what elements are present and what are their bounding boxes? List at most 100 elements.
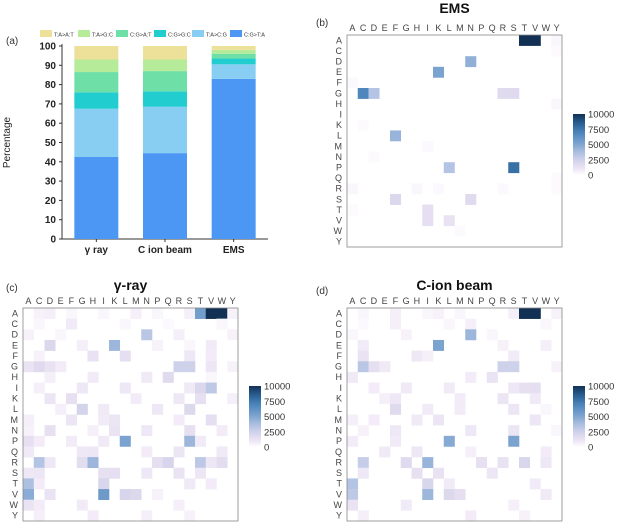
heatmap-cell-S-C xyxy=(33,467,45,479)
heatmap-cell-E-S xyxy=(184,339,196,351)
y-tick-label: N xyxy=(12,425,19,435)
heatmap-cell-A-P xyxy=(152,308,164,319)
heatmap-cell-K-E xyxy=(379,393,391,405)
panel-a-stacked-bar-chart: (a) 0 10 20 30 40 50 60 70 80 90 100 Percentage γ ray… xyxy=(2,30,268,256)
x-tick-label: A xyxy=(349,296,355,306)
bar-segment-t-a-g-c-ems xyxy=(211,49,256,54)
heatmap-cell-T-L xyxy=(443,478,455,490)
heatmap-cell-R-H xyxy=(411,183,423,195)
heatmap-cell-A-M xyxy=(454,308,466,319)
panel-label: (c) xyxy=(6,283,18,294)
x-tick-label: G xyxy=(403,296,410,306)
y-tick-label: W xyxy=(334,226,343,236)
heatmap-cell-S-I xyxy=(98,467,110,479)
heatmap-cell-G-R xyxy=(497,361,509,373)
y-tick-label: S xyxy=(336,468,342,478)
heatmap-cell-R-C xyxy=(33,457,45,469)
heatmap-cell-L-G xyxy=(76,403,88,415)
heatmap-cell-W-S xyxy=(508,499,520,511)
legend-swatch-t-a-c-g xyxy=(192,30,204,37)
panel-label: (d) xyxy=(316,286,328,297)
x-tick-label: W xyxy=(542,23,551,33)
x-tick-label: A xyxy=(25,296,31,306)
heatmap-cell-R-P xyxy=(152,457,164,469)
colorbar-tick-label: 10000 xyxy=(264,382,290,393)
y-tick-label: D xyxy=(12,330,19,340)
x-tick-label: P xyxy=(478,23,484,33)
colorbar-tick-label: 5000 xyxy=(588,412,609,423)
heatmap-cell-F-S xyxy=(184,350,196,362)
heatmap-cell-L-S xyxy=(508,403,520,415)
legend-swatch-c-g-g-c xyxy=(154,30,166,37)
heatmap-cell-L-F xyxy=(390,403,402,415)
heatmap-cell-D-N xyxy=(141,329,153,341)
colorbar-tick-label: 2500 xyxy=(264,427,285,438)
colorbar-tick-label: 7500 xyxy=(588,397,609,408)
heatmap-cell-K-F xyxy=(390,393,402,405)
x-tick-label: I xyxy=(426,23,429,33)
heatmap-cell-C-F xyxy=(390,318,402,330)
heatmap-cell-T-A xyxy=(23,478,35,490)
heatmap-cell-H-N xyxy=(141,371,153,383)
heatmap-cell-D-N xyxy=(465,56,477,68)
heatmap-cell-K-R xyxy=(497,393,509,405)
heatmap-cell-M-D xyxy=(368,414,380,426)
heatmap-cell-E-K xyxy=(433,339,445,351)
heatmap-cell-F-L xyxy=(119,350,131,362)
heatmap-cell-T-I xyxy=(422,478,434,490)
x-tick-label: F xyxy=(393,23,399,33)
heatmap-cell-A-M xyxy=(130,308,142,319)
y-tick-label: 50 xyxy=(45,138,57,149)
bar-segment-c-g-t-a-ray xyxy=(74,156,119,239)
heatmap-cell-A-K xyxy=(433,308,445,319)
heatmap-cell-S-A xyxy=(23,467,35,479)
heatmap-cell-P-C xyxy=(33,435,45,447)
heatmap-cell-L-P xyxy=(152,403,164,415)
heatmap-cell-I-L xyxy=(443,382,455,394)
x-tick-label: C xyxy=(360,296,367,306)
heatmap-cell-A-I xyxy=(98,308,110,319)
heatmap-cell-A-C xyxy=(357,308,369,319)
heatmap-cell-A-Y xyxy=(551,35,563,46)
heatmap-cell-W-R xyxy=(173,499,185,511)
y-tick-label: I xyxy=(15,383,18,393)
heatmap-cell-R-C xyxy=(357,457,369,469)
heatmap-cell-I-T xyxy=(195,382,207,394)
heatmap-cell-R-T xyxy=(519,457,531,469)
heatmap-cell-G-A xyxy=(23,361,35,373)
heatmap-cell-R-I xyxy=(422,457,434,469)
heatmap-cell-R-R xyxy=(497,183,509,195)
heatmap-cell-A-C xyxy=(33,308,45,319)
heatmap-cell-G-E xyxy=(379,361,391,373)
heatmap-cell-I-L xyxy=(119,382,131,394)
heatmap-frame xyxy=(346,34,563,248)
heatmap-cell-C-C xyxy=(33,318,45,330)
y-tick-label: E xyxy=(336,67,342,77)
y-tick-label: H xyxy=(336,99,343,109)
y-tick-label: S xyxy=(12,468,18,478)
heatmap-cell-K-F xyxy=(66,393,78,405)
y-tick-label: G xyxy=(335,88,342,98)
heatmap-cell-H-V xyxy=(205,371,217,383)
y-tick-label: K xyxy=(336,120,342,130)
x-tick-label: S xyxy=(511,296,517,306)
y-tick-label: H xyxy=(336,372,343,382)
heatmap-cell-H-D xyxy=(44,371,56,383)
x-tick-label: T xyxy=(198,296,204,306)
y-tick-label: 10 xyxy=(45,215,57,226)
heatmap-cell-T-I xyxy=(98,478,110,490)
heatmap-cell-V-L xyxy=(119,489,131,500)
colorbar-tick-label: 0 xyxy=(588,443,593,454)
y-tick-label: M xyxy=(11,415,19,425)
y-tick-label: Y xyxy=(336,237,342,247)
y-tick-label: V xyxy=(336,489,342,499)
y-tick-label: 40 xyxy=(45,157,57,168)
x-tick-label: H xyxy=(90,296,97,306)
heatmap-cell-P-T xyxy=(195,435,207,447)
x-tick-label: G xyxy=(403,23,410,33)
heatmap-cell-E-K xyxy=(433,66,445,78)
heatmap-cell-D-A xyxy=(23,329,35,341)
heatmap-cell-M-K xyxy=(433,414,445,426)
heatmap-cell-Y-N xyxy=(465,510,477,522)
